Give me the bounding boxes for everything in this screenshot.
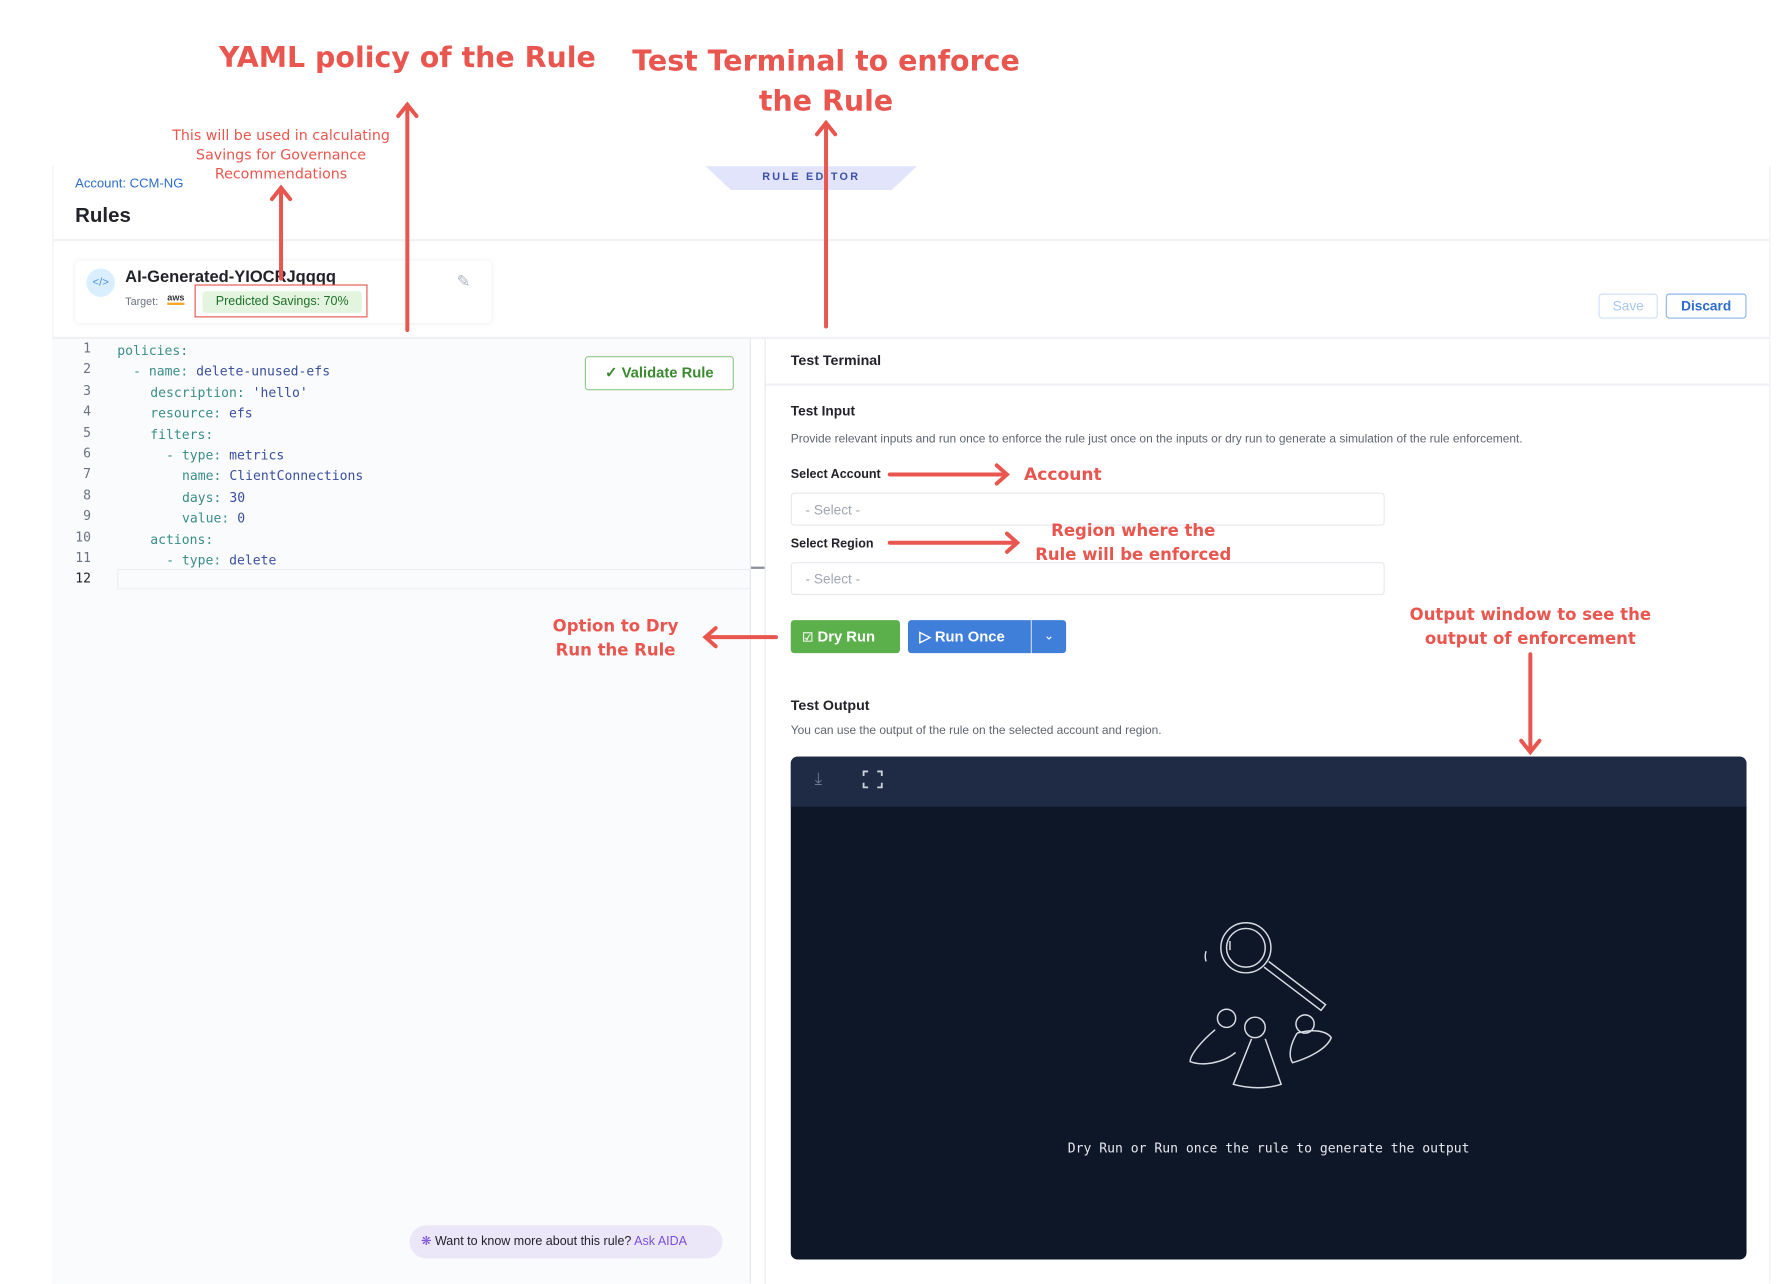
yaml-key: policies: [117, 342, 189, 359]
download-icon[interactable]: ⤓ [814, 769, 823, 789]
yaml-value: 'hello' [252, 384, 308, 401]
test-terminal-title: Test Terminal [790, 352, 882, 369]
code-line[interactable]: policies: [117, 340, 188, 360]
annotation-savings: This will be used in calculating Savings … [172, 126, 390, 183]
select-region-label: Select Region [790, 537, 874, 551]
line-number: 11 [75, 549, 92, 566]
annotation-yaml: YAML policy of the Rule [218, 40, 596, 74]
yaml-value: ClientConnections [229, 468, 364, 485]
output-window [790, 756, 1747, 1260]
ask-aida-link[interactable]: Ask AIDA [634, 1234, 688, 1249]
yaml-key: days: [182, 489, 230, 505]
yaml-key: name: [182, 468, 230, 485]
check-icon: ✓ [605, 364, 618, 382]
yaml-value: 0 [237, 509, 246, 526]
code-line[interactable]: actions: [150, 529, 213, 549]
annotation-output: Output window to see the output of enforc… [1409, 606, 1652, 649]
yaml-key: - type: [166, 447, 230, 464]
run-options-dropdown[interactable]: ⌄ [1030, 620, 1067, 654]
code-lines[interactable]: 1 policies: 2 - name: delete-unused-efs 3 des… [52, 340, 735, 590]
annotation-account: Account [1024, 464, 1102, 485]
yaml-value: metrics [229, 447, 285, 464]
yaml-value: delete [229, 551, 277, 568]
code-line[interactable]: - type: metrics [166, 445, 284, 465]
empty-output-illustration [1189, 922, 1333, 1089]
test-output-description: You can use the output of the rule on th… [790, 723, 1162, 738]
aida-icon: ❋ [420, 1234, 432, 1249]
code-line[interactable]: description: 'hello' [150, 382, 308, 402]
discard-button[interactable]: Discard [1665, 293, 1747, 319]
aws-icon: aws [167, 293, 185, 305]
code-line[interactable]: - name: delete-unused-efs [133, 361, 330, 381]
splitter-handle[interactable] [750, 566, 765, 569]
line-number: 7 [83, 465, 92, 482]
line-number: 1 [83, 340, 92, 357]
dry-run-button[interactable]: ☑ Dry Run [790, 620, 900, 654]
yaml-editor[interactable] [52, 339, 751, 1284]
yaml-key: description: [150, 384, 253, 401]
line-number: 4 [83, 402, 92, 419]
fullscreen-icon[interactable] [862, 770, 883, 789]
select-account-label: Select Account [790, 467, 881, 482]
test-input-description: Provide relevant inputs and run once to … [790, 432, 1523, 447]
yaml-key: - name: [133, 363, 197, 380]
predicted-savings-badge: Predicted Savings: 70% [202, 291, 362, 313]
yaml-key: resource: [150, 405, 229, 422]
annotation-dry-run: Option to Dry Run the Rule [552, 617, 679, 660]
line-number: 5 [83, 423, 92, 440]
test-output-title: Test Output [790, 697, 870, 714]
save-button[interactable]: Save [1598, 293, 1658, 319]
play-circle-icon: ▷ [919, 628, 931, 646]
code-line[interactable]: filters: [150, 424, 213, 444]
rule-editor-tab-label: RULE EDITOR [762, 170, 861, 184]
line-number: 2 [83, 361, 92, 378]
annotation-terminal: Test Terminal to enforce the Rule [632, 44, 1020, 118]
code-line[interactable]: - type: delete [166, 550, 276, 570]
ask-aida-banner[interactable]: ❋ Want to know more about this rule? Ask… [409, 1225, 723, 1259]
line-number: 6 [83, 444, 92, 461]
rule-editor-tab[interactable] [705, 166, 918, 191]
code-line[interactable]: name: ClientConnections [182, 466, 363, 486]
line-number: 8 [83, 486, 92, 503]
region-select[interactable]: - Select - [790, 562, 1385, 596]
line-number: 9 [83, 507, 92, 524]
page-title: Rules [75, 203, 131, 227]
savings-highlight-box [194, 284, 368, 318]
code-line[interactable]: value: 0 [182, 508, 245, 528]
annotation-region: Region where the Rule will be enforced [1035, 522, 1232, 565]
rule-code-icon: </> [86, 268, 115, 297]
yaml-value: 30 [229, 489, 246, 505]
yaml-value: delete-unused-efs [196, 363, 331, 380]
dry-run-icon: ☑ [802, 631, 814, 646]
account-select[interactable]: - Select - [790, 492, 1385, 526]
target-label: Target: [125, 295, 159, 309]
code-line[interactable]: days: 30 [182, 487, 245, 507]
line-number: 12 [75, 570, 92, 587]
yaml-key: actions: [150, 530, 214, 547]
empty-output-message: Dry Run or Run once the rule to generate… [1067, 1140, 1470, 1157]
code-line[interactable]: resource: efs [150, 403, 252, 423]
yaml-key: - type: [166, 551, 230, 568]
breadcrumb[interactable]: Account: CCM-NG [75, 177, 184, 192]
line-number: 3 [83, 382, 92, 398]
yaml-key: filters: [150, 426, 214, 443]
run-once-button[interactable]: ▷ Run Once [907, 620, 1031, 654]
chevron-down-icon: ⌄ [1043, 629, 1055, 643]
yaml-key: value: [182, 509, 238, 526]
line-number: 10 [75, 528, 92, 545]
yaml-value: efs [228, 405, 253, 422]
test-input-title: Test Input [790, 402, 855, 419]
validate-rule-button[interactable]: ✓ Validate Rule [584, 356, 734, 391]
